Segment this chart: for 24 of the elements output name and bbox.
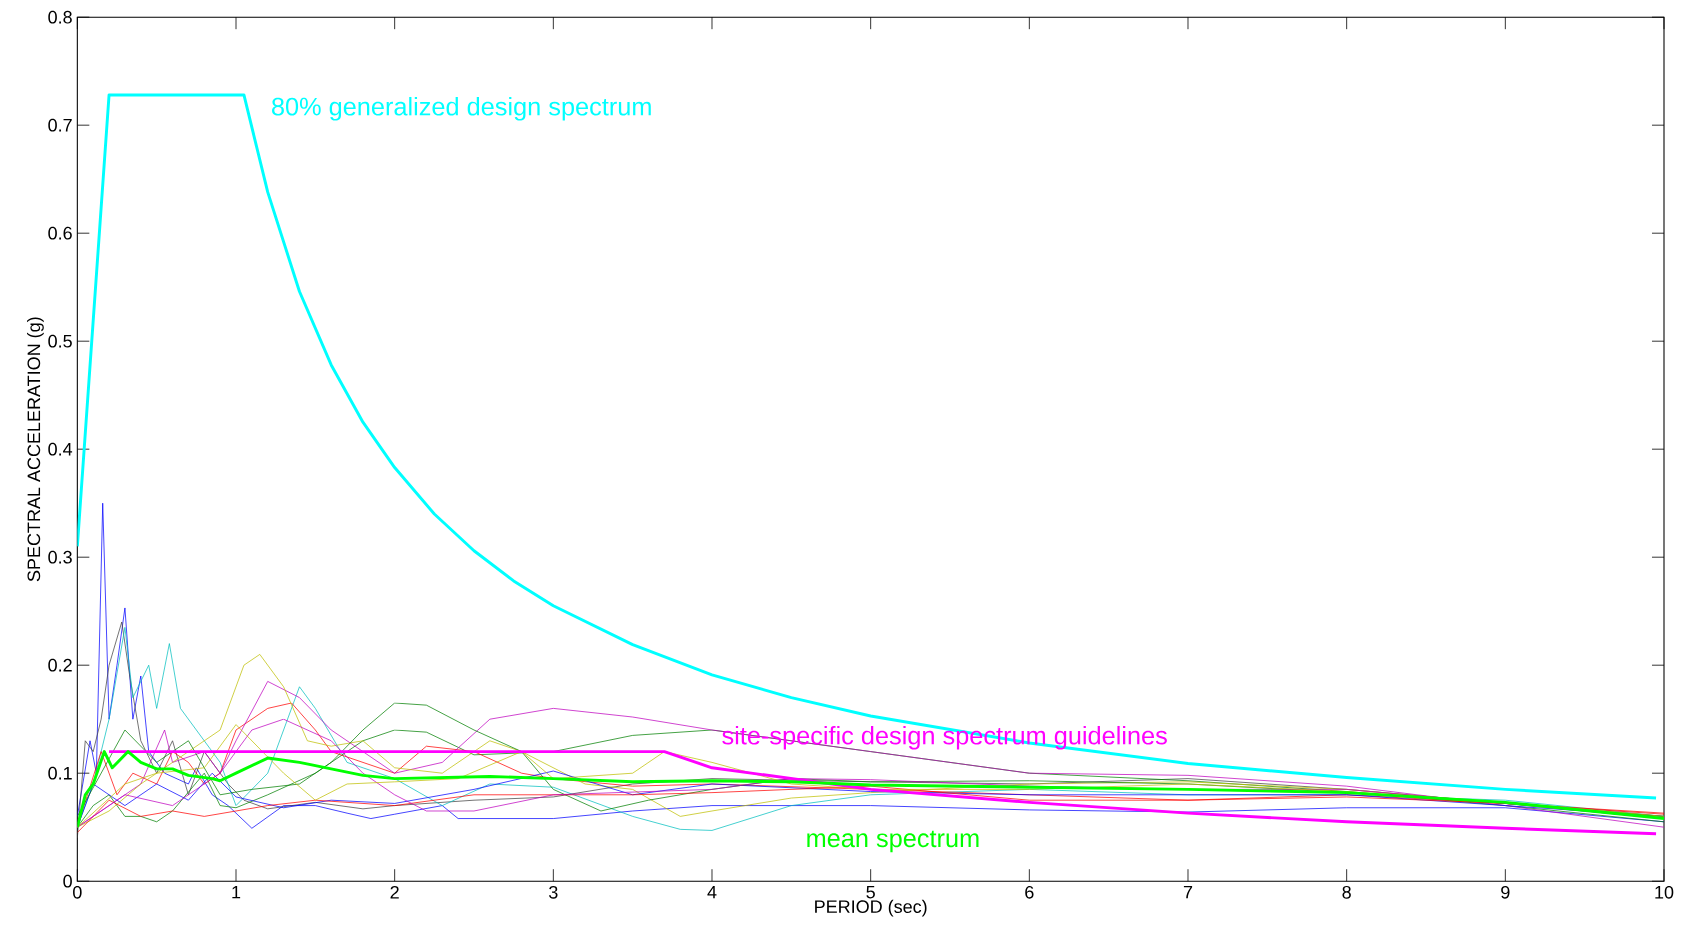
x-tick-label: 4 bbox=[707, 885, 717, 899]
x-tick-label: 5 bbox=[866, 885, 875, 899]
y-tick-label: 0.5 bbox=[48, 334, 72, 348]
x-tick-label: 9 bbox=[1501, 885, 1510, 899]
series-label: 80% generalized design spectrum bbox=[272, 97, 651, 121]
y-tick-label: 0.7 bbox=[48, 118, 72, 132]
x-tick-label: 7 bbox=[1183, 885, 1193, 899]
x-tick-label: 2 bbox=[390, 885, 399, 899]
y-tick-label: 0.4 bbox=[48, 442, 73, 456]
x-tick-label: 1 bbox=[232, 885, 241, 899]
y-tick-label: 0.8 bbox=[48, 10, 72, 24]
x-tick-label: 0 bbox=[73, 885, 82, 899]
x-tick-label: 10 bbox=[1655, 885, 1674, 899]
series-label: mean spectrum bbox=[807, 830, 979, 853]
x-tick-label: 6 bbox=[1025, 885, 1034, 899]
y-tick-label: 0.1 bbox=[48, 766, 72, 780]
y-axis-title: SPECTRAL ACCELERATION (g) bbox=[26, 317, 44, 582]
y-tick-label: 0 bbox=[63, 874, 72, 888]
x-axis-title: PERIOD (sec) bbox=[815, 899, 927, 917]
x-tick-label: 3 bbox=[549, 885, 558, 899]
x-tick-label: 8 bbox=[1342, 885, 1351, 899]
y-tick-label: 0.6 bbox=[48, 226, 72, 240]
y-tick-label: 0.2 bbox=[48, 658, 72, 672]
y-tick-label: 0.3 bbox=[48, 550, 72, 564]
